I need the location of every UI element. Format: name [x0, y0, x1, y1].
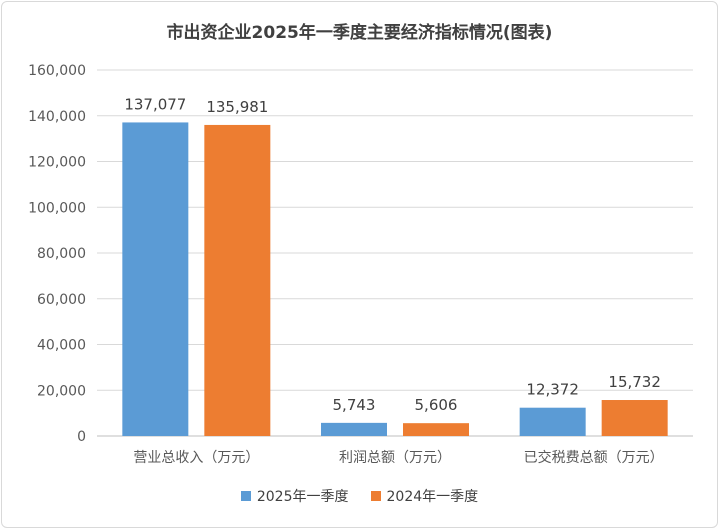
y-tick-label: 80,000: [37, 246, 86, 262]
legend-label-2024: 2024年一季度: [386, 489, 479, 505]
y-tick-label: 120,000: [28, 155, 86, 171]
legend-item-2025: 2025年一季度: [240, 486, 349, 506]
bar: [122, 122, 189, 436]
bar: [601, 400, 668, 436]
y-tick-label: 0: [77, 429, 86, 445]
y-tick-label: 60,000: [37, 292, 86, 308]
legend-swatch-2025: [240, 491, 251, 501]
data-label: 5,606: [415, 396, 458, 414]
chart-legend: 2025年一季度 2024年一季度: [0, 486, 719, 506]
data-label: 5,743: [333, 396, 376, 414]
x-tick-label: 利润总额（万元）: [339, 450, 451, 466]
chart-title: 市出资企业2025年一季度主要经济指标情况(图表): [166, 23, 553, 43]
bar: [403, 423, 469, 436]
legend-item-2024: 2024年一季度: [370, 486, 479, 506]
x-tick-label: 已交税费总额（万元）: [524, 449, 664, 466]
data-label: 137,077: [124, 95, 186, 113]
legend-label-2025: 2025年一季度: [256, 489, 349, 505]
bar: [321, 422, 387, 436]
bar: [204, 124, 271, 436]
data-label: 12,372: [526, 381, 579, 399]
y-tick-label: 100,000: [28, 200, 86, 216]
legend-swatch-2024: [370, 491, 381, 501]
y-tick-label: 140,000: [28, 109, 86, 125]
y-tick-label: 40,000: [37, 338, 86, 354]
x-tick-label: 营业总收入（万元）: [133, 450, 259, 466]
y-tick-label: 160,000: [28, 63, 86, 79]
data-label: 135,981: [206, 98, 268, 116]
y-tick-label: 20,000: [37, 383, 86, 399]
bar: [519, 407, 586, 436]
data-label: 15,732: [608, 373, 661, 391]
